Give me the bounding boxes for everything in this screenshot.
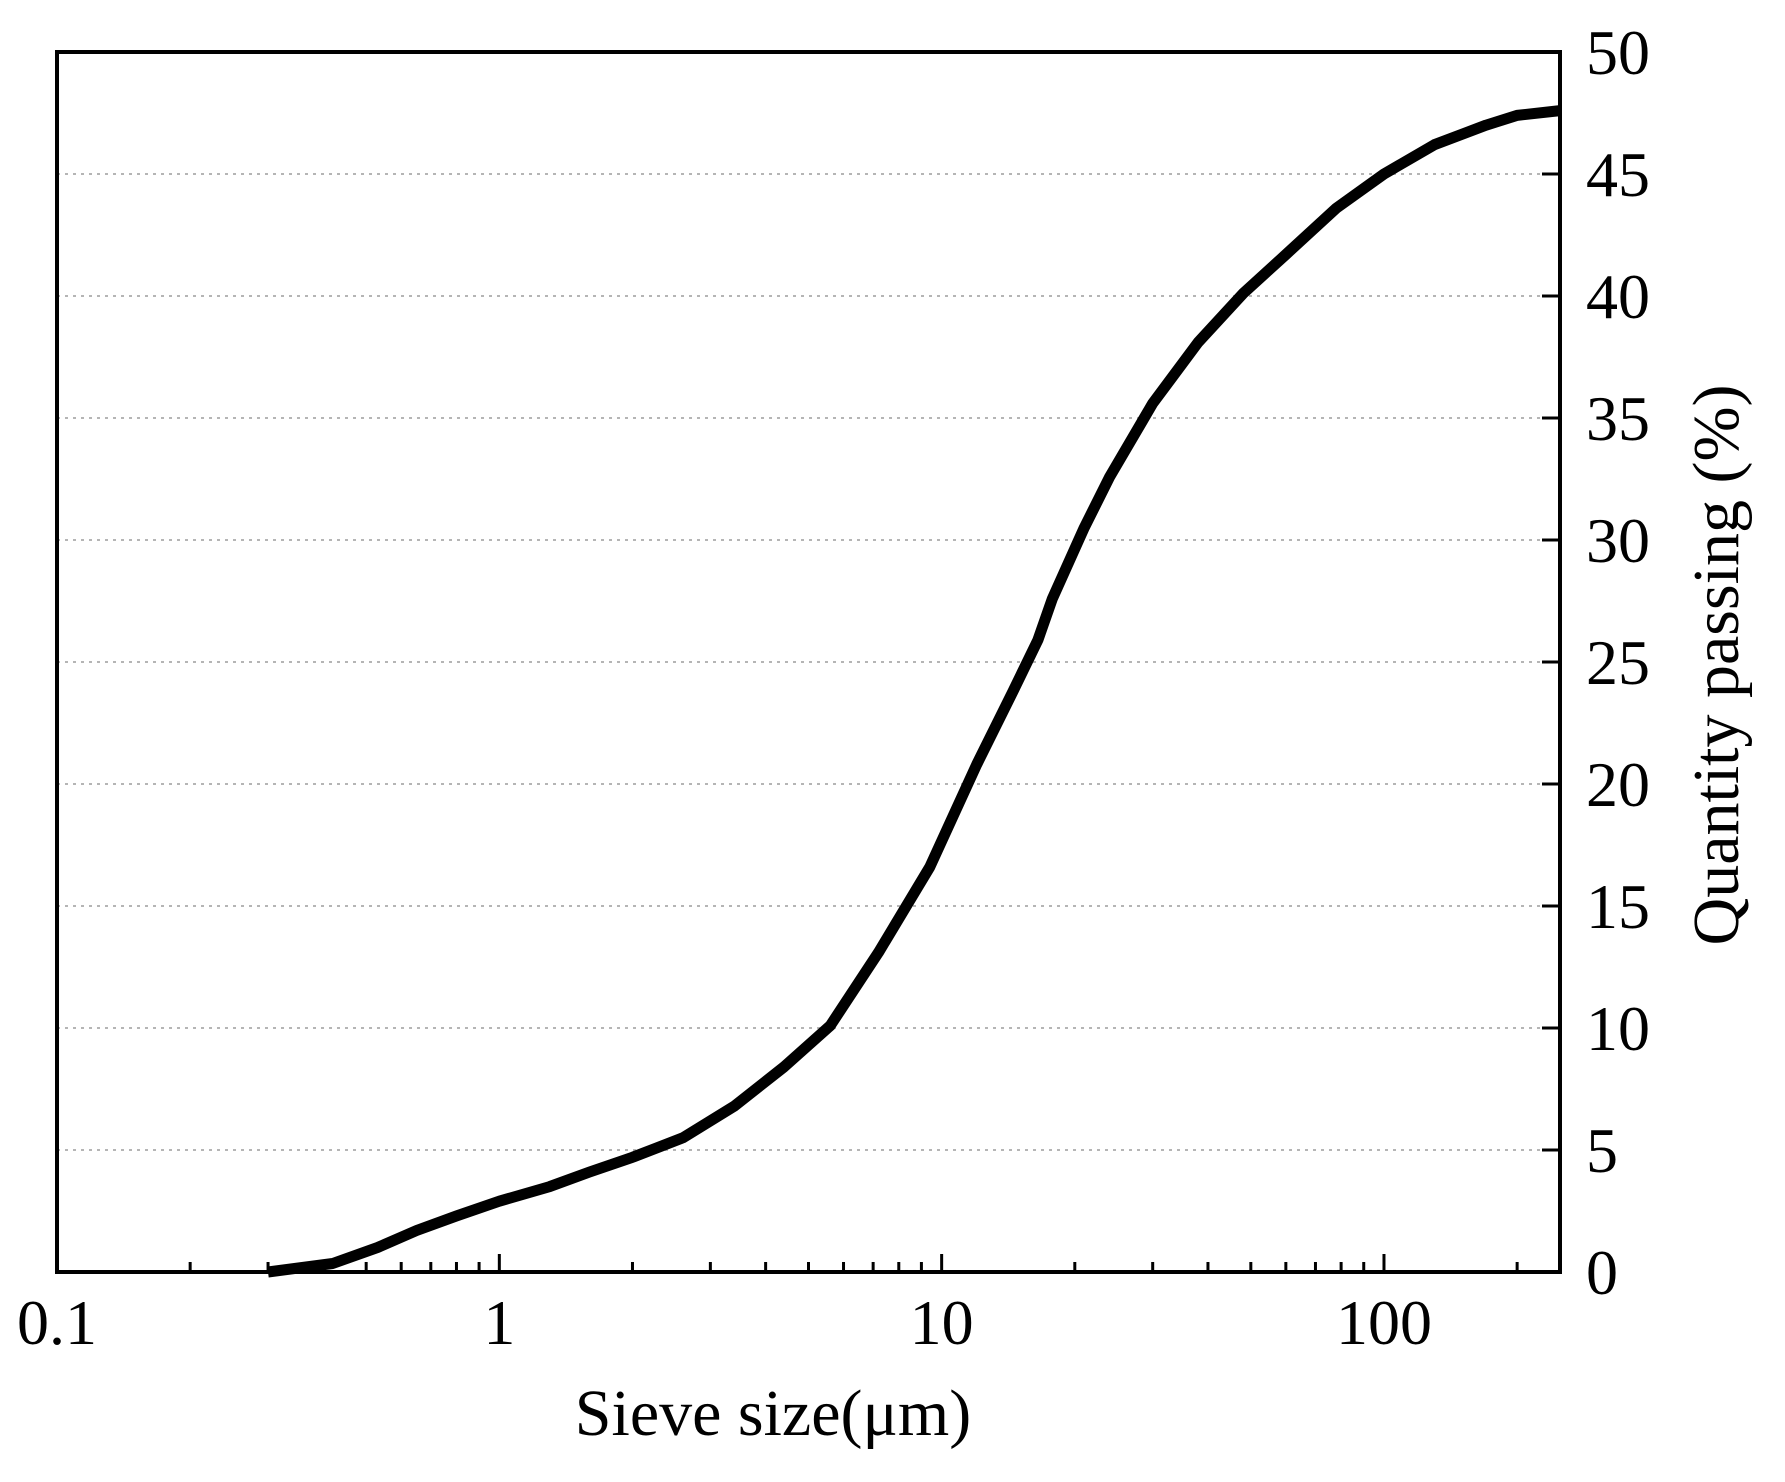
x-axis-title: Sieve size(μm)	[575, 1377, 971, 1450]
y-tick-label: 5	[1586, 1115, 1618, 1186]
y-tick-label: 15	[1586, 871, 1650, 942]
y-tick-label: 25	[1586, 627, 1650, 698]
y-tick-label: 40	[1586, 261, 1650, 332]
gridlines	[57, 173, 1560, 1151]
x-tick-label: 100	[1336, 1287, 1432, 1358]
x-axis-ticks: 0.1 1 10 100	[17, 1254, 1519, 1358]
y-tick-label: 35	[1586, 383, 1650, 454]
y-tick-label: 30	[1586, 505, 1650, 576]
x-tick-label: 1	[483, 1287, 515, 1358]
y-tick-label: 50	[1586, 17, 1650, 88]
y-tick-label: 10	[1586, 993, 1650, 1064]
y-axis-ticks: 0 5 10 15 20 25 30 35 40 45 50	[1542, 17, 1650, 1308]
y-tick-label: 20	[1586, 749, 1650, 820]
series-line-0	[267, 105, 1561, 1278]
y-tick-label: 45	[1586, 139, 1650, 210]
y-tick-label: 0	[1586, 1237, 1618, 1308]
x-tick-label: 0.1	[17, 1287, 97, 1358]
series-layer	[267, 105, 1561, 1278]
y-axis-title: Quantity passing (%)	[1680, 385, 1753, 946]
x-tick-label: 10	[910, 1287, 974, 1358]
